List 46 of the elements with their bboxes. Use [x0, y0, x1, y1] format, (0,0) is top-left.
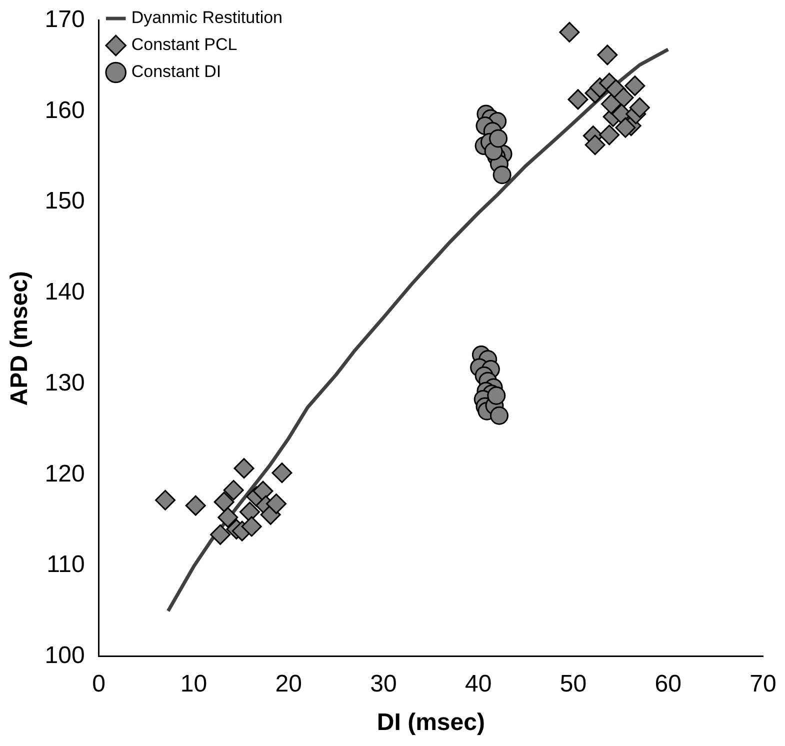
y-tick-label: 150 — [44, 188, 85, 215]
point — [584, 134, 606, 156]
point — [615, 117, 636, 138]
point — [155, 490, 176, 510]
point — [185, 495, 206, 516]
point — [600, 94, 622, 114]
y-tick-label: 160 — [44, 96, 85, 124]
point — [210, 524, 231, 545]
x-tick-label: 60 — [654, 670, 682, 698]
y-tick-label: 170 — [44, 6, 85, 34]
x-tick-label: 30 — [370, 670, 397, 698]
legend-label: Constant PCL — [131, 35, 238, 54]
y-axis-title: APD (msec) — [6, 271, 34, 406]
point — [568, 89, 588, 110]
point — [223, 480, 244, 500]
point — [599, 124, 620, 146]
point — [272, 462, 292, 484]
point — [629, 97, 650, 118]
legend-label: Constant DI — [131, 62, 222, 82]
x-tick-label: 40 — [465, 670, 492, 698]
point — [214, 492, 234, 512]
x-tick-label: 20 — [275, 670, 302, 698]
legend-label: Dyanmic Restitution — [131, 8, 283, 28]
x-tick-label: 70 — [750, 670, 776, 698]
point — [234, 458, 254, 479]
x-tick-label: 10 — [180, 670, 208, 698]
point — [597, 44, 618, 66]
point — [624, 76, 646, 96]
x-tick-label: 50 — [560, 670, 587, 698]
point — [489, 129, 508, 148]
point — [492, 166, 512, 184]
point — [239, 502, 260, 522]
y-tick-label: 120 — [44, 460, 85, 488]
point — [252, 480, 274, 502]
x-tick-label: 0 — [92, 670, 106, 698]
y-tick-label: 100 — [44, 642, 85, 670]
point — [487, 386, 506, 405]
point — [241, 516, 262, 537]
y-tick-label: 130 — [44, 369, 85, 396]
x-axis-title: DI (msec) — [376, 709, 485, 736]
point — [266, 494, 287, 514]
point — [490, 406, 508, 425]
point — [559, 22, 580, 42]
point — [218, 507, 238, 528]
y-tick-label: 110 — [46, 551, 85, 578]
y-tick-label: 140 — [44, 278, 85, 306]
